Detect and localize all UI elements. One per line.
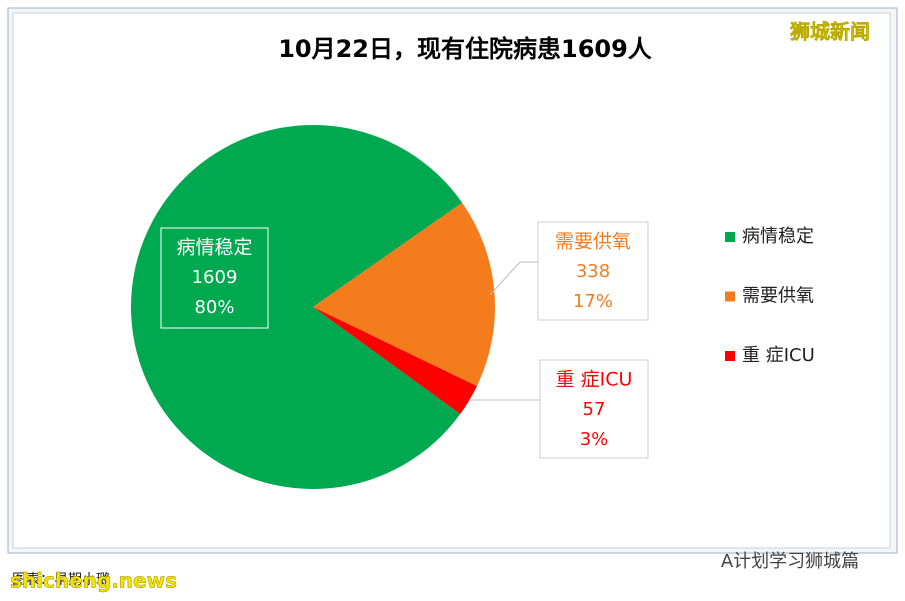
data-label-percent: 17% [573,291,613,312]
pie-slice [313,202,496,387]
data-label-value: 338 [576,261,610,282]
data-label-percent: 3% [580,429,609,450]
data-label-category: 需要供氧 [555,231,631,253]
legend-swatch [725,291,735,302]
legend-swatch [725,351,735,361]
data-label-value: 1609 [192,267,238,288]
source-note: 图表：早期小璐 [12,572,110,588]
pie-slice [130,125,463,490]
label-box [160,227,269,329]
watermark: 狮城新闻 [790,20,870,44]
data-label-category: 重 症ICU [556,369,633,391]
data-label-percent: 80% [194,297,234,318]
pie-slice [313,307,477,414]
watermark: shicheng.news [10,569,177,593]
label-box [537,221,649,321]
legend-label: 需要供氧 [742,286,814,307]
label-box [539,359,649,459]
watermark: A计划学习狮城篇 [721,551,859,572]
legend-label: 重 症ICU [742,345,815,366]
leader-line [489,261,538,296]
data-label-value: 57 [583,399,606,420]
legend-label: 病情稳定 [742,226,814,247]
legend-swatch [725,232,735,242]
data-label-category: 病情稳定 [176,237,252,259]
chart-title: 10月22日，现有住院病患1609人 [278,35,652,63]
